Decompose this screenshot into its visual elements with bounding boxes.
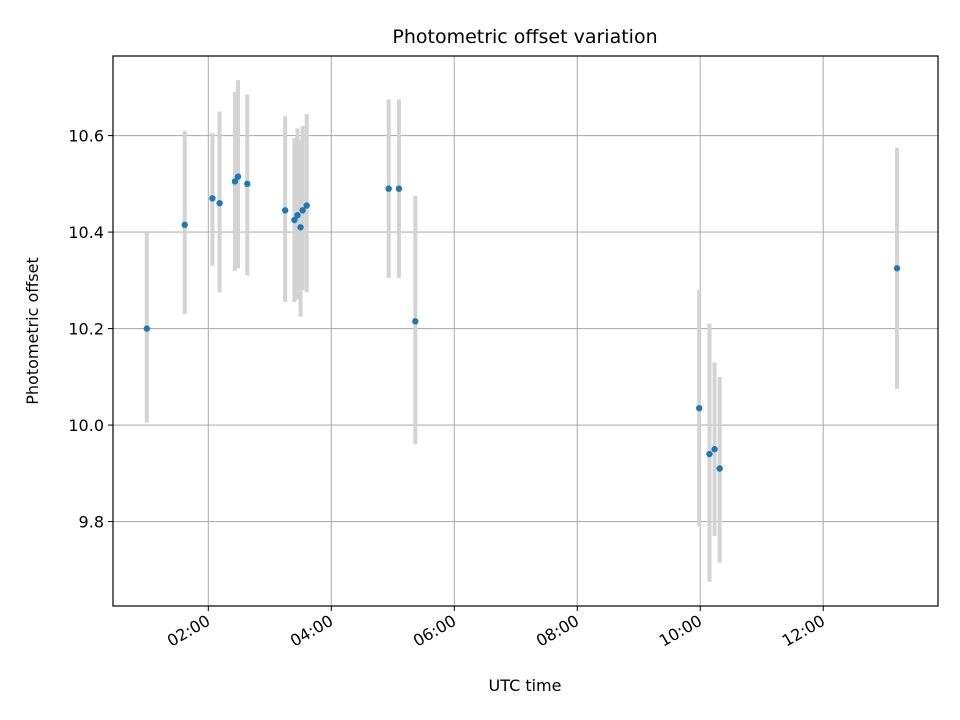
y-tick-label: 10.0 <box>68 416 104 435</box>
grid <box>113 56 938 606</box>
y-tick-label: 10.2 <box>68 320 104 339</box>
data-point <box>303 202 310 209</box>
data-point <box>395 185 403 192</box>
data-point <box>706 450 713 458</box>
data-point <box>893 265 901 272</box>
data-point <box>291 216 298 224</box>
plot-area <box>113 56 938 606</box>
data-points <box>143 173 901 472</box>
data-point <box>297 224 304 231</box>
data-point <box>234 173 242 180</box>
data-point <box>281 207 289 214</box>
data-point <box>716 465 723 472</box>
data-point <box>299 207 306 214</box>
data-point <box>143 325 151 332</box>
data-point <box>181 221 188 229</box>
data-point <box>412 318 419 325</box>
data-point <box>385 185 392 192</box>
data-point <box>209 195 216 202</box>
y-axis-label: Photometric offset <box>23 257 42 405</box>
data-point <box>696 404 703 412</box>
data-point <box>294 212 301 219</box>
data-point <box>244 180 251 188</box>
chart-title: Photometric offset variation <box>392 26 657 48</box>
y-tick-label: 10.4 <box>68 223 104 242</box>
y-tick-label: 9.8 <box>79 513 104 532</box>
x-axis-label: UTC time <box>489 676 562 695</box>
data-point <box>216 199 223 207</box>
y-tick-label: 10.6 <box>68 127 104 146</box>
plot-frame <box>112 55 939 607</box>
data-point <box>231 178 239 185</box>
data-point <box>711 446 718 453</box>
